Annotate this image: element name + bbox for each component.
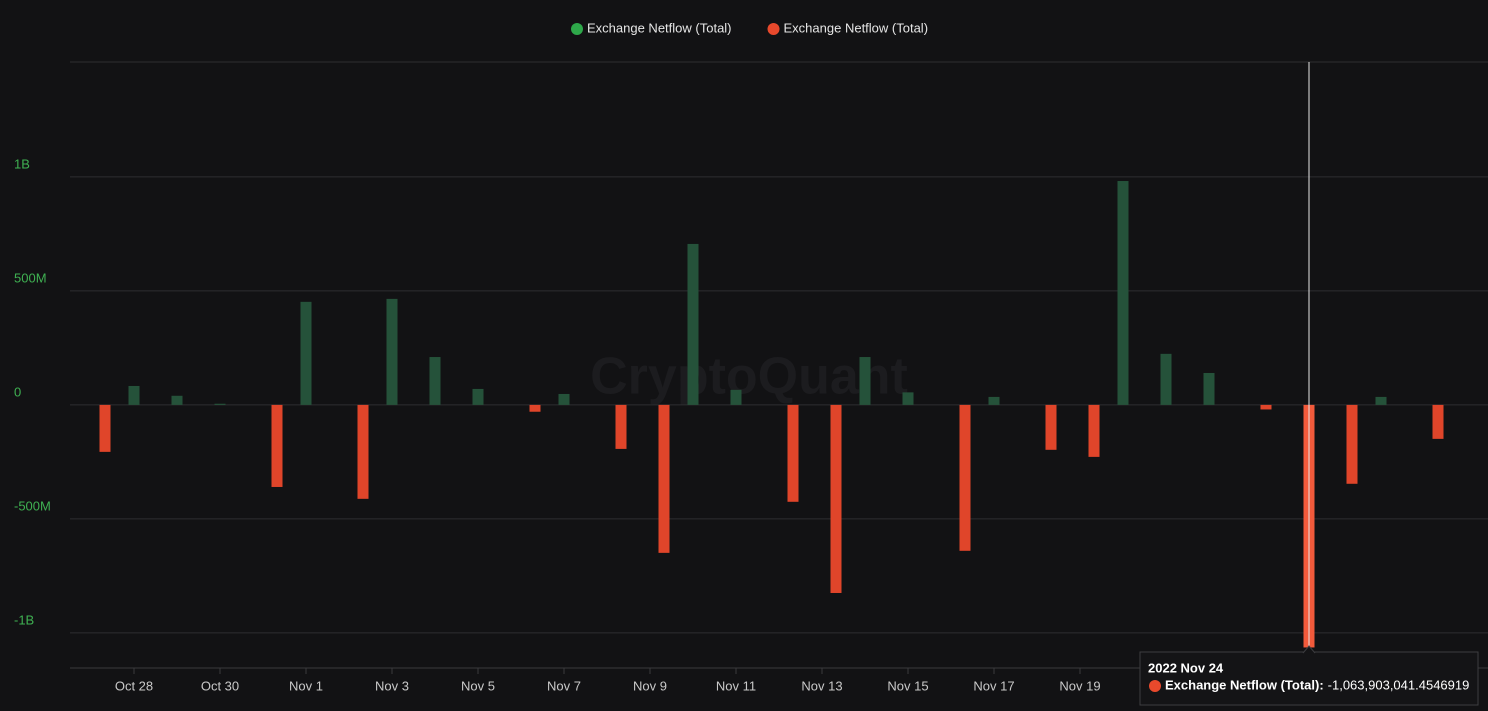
bar	[658, 404, 670, 553]
bar	[386, 298, 398, 405]
x-tick-label: Nov 11	[716, 678, 756, 693]
bar	[99, 404, 111, 452]
bar	[988, 396, 1000, 405]
y-tick-label: -1B	[14, 612, 34, 627]
bar	[472, 388, 484, 405]
bar	[558, 393, 570, 405]
bar	[1203, 372, 1215, 405]
bar	[959, 404, 971, 551]
bar	[214, 403, 226, 405]
tooltip-value: -1,063,903,041.4546919	[1328, 677, 1470, 692]
bar	[687, 243, 699, 405]
x-tick-label: Nov 19	[1059, 678, 1100, 693]
x-tick-label: Nov 5	[461, 678, 495, 693]
tooltip-box	[1139, 651, 1479, 706]
x-tick-label: Oct 30	[201, 678, 239, 693]
y-tick-label: 1B	[14, 156, 30, 171]
x-tick-label: Nov 13	[801, 678, 842, 693]
bar	[615, 404, 627, 449]
bar	[429, 357, 441, 405]
bar	[357, 404, 369, 499]
bar	[128, 385, 140, 405]
x-tick-label: Nov 3	[375, 678, 409, 693]
bar	[902, 392, 914, 405]
bar	[859, 357, 871, 405]
bar	[529, 404, 541, 412]
x-tick-label: Nov 17	[973, 678, 1014, 693]
tooltip-series: Exchange Netflow (Total):	[1165, 677, 1324, 692]
bar	[830, 404, 842, 593]
bar	[787, 404, 799, 502]
bar	[1045, 404, 1057, 450]
bar	[271, 404, 283, 487]
x-tick-label: Nov 9	[633, 678, 667, 693]
legend-label: Exchange Netflow (Total)	[587, 20, 732, 35]
bar	[300, 301, 312, 405]
tooltip-title: 2022 Nov 24	[1148, 660, 1224, 675]
bar	[1088, 404, 1100, 457]
x-tick-label: Nov 1	[289, 678, 323, 693]
bar	[1346, 404, 1358, 484]
bar	[1375, 396, 1387, 405]
bar	[1260, 404, 1272, 410]
legend: Exchange Netflow (Total) Exchange Netflow…	[571, 20, 928, 35]
x-tick-label: Nov 7	[547, 678, 581, 693]
tooltip-pointer	[1302, 645, 1316, 654]
bar	[1117, 181, 1129, 405]
legend-marker	[767, 23, 780, 35]
legend-label: Exchange Netflow (Total)	[784, 20, 929, 35]
y-tick-label: 0	[14, 384, 21, 399]
x-tick-label: Nov 15	[887, 678, 928, 693]
watermark: CryptoQuant	[590, 348, 908, 406]
legend-marker	[571, 23, 583, 35]
bar	[171, 395, 183, 405]
bar	[730, 389, 742, 405]
x-tick-label: Oct 28	[115, 678, 153, 693]
tooltip-marker	[1149, 680, 1161, 692]
y-tick-label: -500M	[14, 498, 51, 513]
y-tick-label: 500M	[14, 270, 47, 285]
bar	[1160, 353, 1172, 405]
bar	[1432, 404, 1444, 439]
